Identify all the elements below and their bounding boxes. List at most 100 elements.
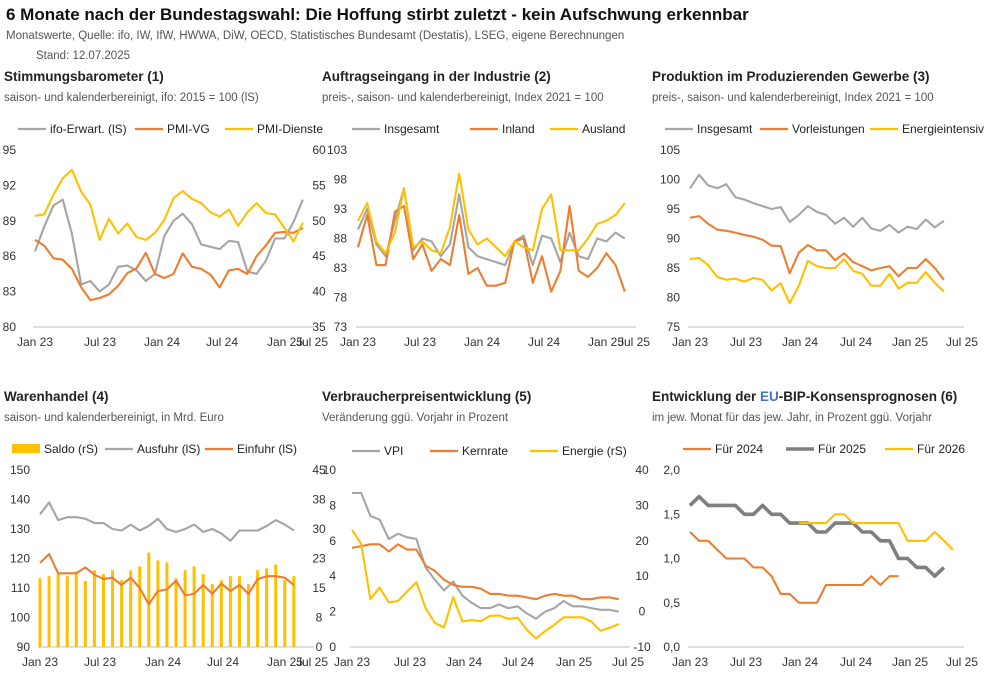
y-right-tick-label: 10 — [635, 569, 649, 583]
chart-panel-5: Verbraucherpreisentwicklung (5) Veränderu… — [322, 389, 651, 669]
y-left-tick-label: 140 — [10, 493, 30, 507]
series-line — [34, 168, 304, 243]
x-tick-label: Jan 24 — [782, 335, 818, 349]
y-left-tick-label: 95 — [667, 202, 681, 216]
chart-subtitle: preis-, saison- und kalenderbereinigt, I… — [652, 92, 934, 104]
legend-label: Energieintensiv — [902, 122, 984, 136]
chart-panel-1: Stimmungsbarometer (1) saison- und kalend… — [3, 69, 329, 349]
legend-label: ifo-Erwart. (lS) — [50, 122, 127, 136]
y-left-tick-label: 93 — [334, 202, 348, 216]
series-line — [39, 501, 295, 542]
chart-title: Verbraucherpreisentwicklung (5) — [322, 389, 531, 404]
legend-label: Für 2026 — [917, 442, 965, 456]
y-left-tick-label: 0,0 — [663, 640, 680, 654]
series-line — [688, 494, 946, 578]
y-left-tick-label: 80 — [3, 320, 17, 334]
y-right-tick-label: 40 — [312, 285, 326, 299]
x-tick-label: Jan 23 — [672, 335, 708, 349]
y-left-tick-label: 100 — [660, 173, 680, 187]
y-left-tick-label: 150 — [10, 463, 30, 477]
legend-label: PMI-Dienste — [257, 122, 323, 136]
y-left-tick-label: 8 — [329, 498, 336, 512]
chart-title: Warenhandel (4) — [4, 389, 109, 404]
bar — [210, 584, 214, 647]
x-tick-label: Jan 24 — [144, 335, 180, 349]
bar — [120, 580, 124, 647]
bar — [56, 573, 60, 647]
y-right-tick-label: 35 — [312, 320, 326, 334]
chart-panel-6: Entwicklung der EU-BIP-Konsensprognosen … — [652, 389, 978, 669]
y-right-tick-label: 60 — [312, 143, 326, 157]
x-tick-label: Jan 25 — [892, 655, 928, 669]
series-line — [689, 173, 945, 234]
x-tick-label: Jul 24 — [206, 335, 238, 349]
bar — [219, 580, 223, 647]
bar — [192, 566, 196, 647]
y-right-tick-label: 45 — [312, 463, 326, 477]
x-tick-label: Jan 24 — [782, 655, 818, 669]
x-tick-label: Jan 23 — [334, 655, 370, 669]
y-right-tick-label: 30 — [635, 498, 649, 512]
page-title: 6 Monate nach der Bundestagswahl: Die Ho… — [6, 5, 749, 24]
x-tick-label: Jul 25 — [946, 655, 978, 669]
x-tick-label: Jul 23 — [730, 655, 762, 669]
page-subtitle: Monatswerte, Quelle: ifo, IW, IfW, HWWA,… — [6, 30, 625, 42]
legend-label: Kernrate — [462, 444, 508, 458]
bar — [101, 574, 105, 647]
legend-label: Insgesamt — [384, 122, 440, 136]
x-tick-label: Jul 25 — [618, 335, 650, 349]
x-tick-label: Jul 25 — [296, 655, 328, 669]
chart-subtitle: im jew. Monat für das jew. Jahr, in Proz… — [652, 412, 932, 424]
legend-label: Inland — [502, 122, 535, 136]
y-right-tick-label: 0 — [639, 605, 646, 619]
y-right-tick-label: 15 — [312, 581, 326, 595]
y-left-tick-label: 0,5 — [663, 596, 680, 610]
y-left-tick-label: 90 — [667, 232, 681, 246]
x-tick-label: Jan 25 — [556, 655, 592, 669]
chart-subtitle: preis-, saison- und kalenderbereinigt, I… — [322, 92, 604, 104]
y-left-tick-label: 73 — [334, 320, 348, 334]
x-tick-label: Jan 23 — [17, 335, 53, 349]
x-tick-label: Jul 24 — [528, 335, 560, 349]
y-right-tick-label: 38 — [312, 493, 326, 507]
bar — [129, 570, 133, 647]
chart-title: Produktion im Produzierenden Gewerbe (3) — [652, 69, 930, 84]
x-tick-label: Jul 25 — [612, 655, 644, 669]
series-line — [689, 215, 945, 281]
bar — [47, 576, 51, 647]
y-left-tick-label: 120 — [10, 552, 30, 566]
bar — [83, 580, 87, 647]
series-line — [357, 172, 626, 258]
bar — [274, 564, 278, 647]
y-left-tick-label: 75 — [667, 320, 681, 334]
y-left-tick-label: 1,0 — [663, 552, 680, 566]
chart-subtitle: saison- und kalenderbereinigt, ifo: 2015… — [4, 92, 259, 104]
chart-title: Stimmungsbarometer (1) — [4, 69, 164, 84]
chart-subtitle: saison- und kalenderbereinigt, in Mrd. E… — [4, 412, 224, 424]
series-line — [34, 198, 304, 293]
y-right-tick-label: 30 — [312, 522, 326, 536]
y-left-tick-label: 100 — [10, 611, 30, 625]
bar — [138, 566, 142, 647]
x-tick-label: Jul 25 — [946, 335, 978, 349]
y-left-tick-label: 92 — [3, 178, 17, 192]
stand-date: Stand: 12.07.2025 — [36, 50, 130, 62]
series-line — [356, 205, 626, 293]
bar — [165, 562, 169, 647]
y-right-tick-label: 8 — [316, 611, 323, 625]
chart-subtitle: Veränderung ggü. Vorjahr in Prozent — [322, 412, 509, 424]
x-tick-label: Jul 23 — [394, 655, 426, 669]
y-left-tick-label: 130 — [10, 522, 30, 536]
bar — [201, 574, 205, 647]
y-right-tick-label: 40 — [635, 463, 649, 477]
series-line — [689, 256, 945, 305]
legend-label: Für 2024 — [715, 442, 763, 456]
legend-label: Energie (rS) — [562, 444, 627, 458]
legend-label: VPI — [384, 444, 403, 458]
series-line — [39, 553, 295, 606]
legend-label: Einfuhr (lS) — [237, 442, 297, 456]
y-left-tick-label: 103 — [327, 143, 347, 157]
y-left-tick-label: 83 — [3, 285, 17, 299]
y-left-tick-label: 88 — [334, 232, 348, 246]
x-tick-label: Jan 23 — [22, 655, 58, 669]
